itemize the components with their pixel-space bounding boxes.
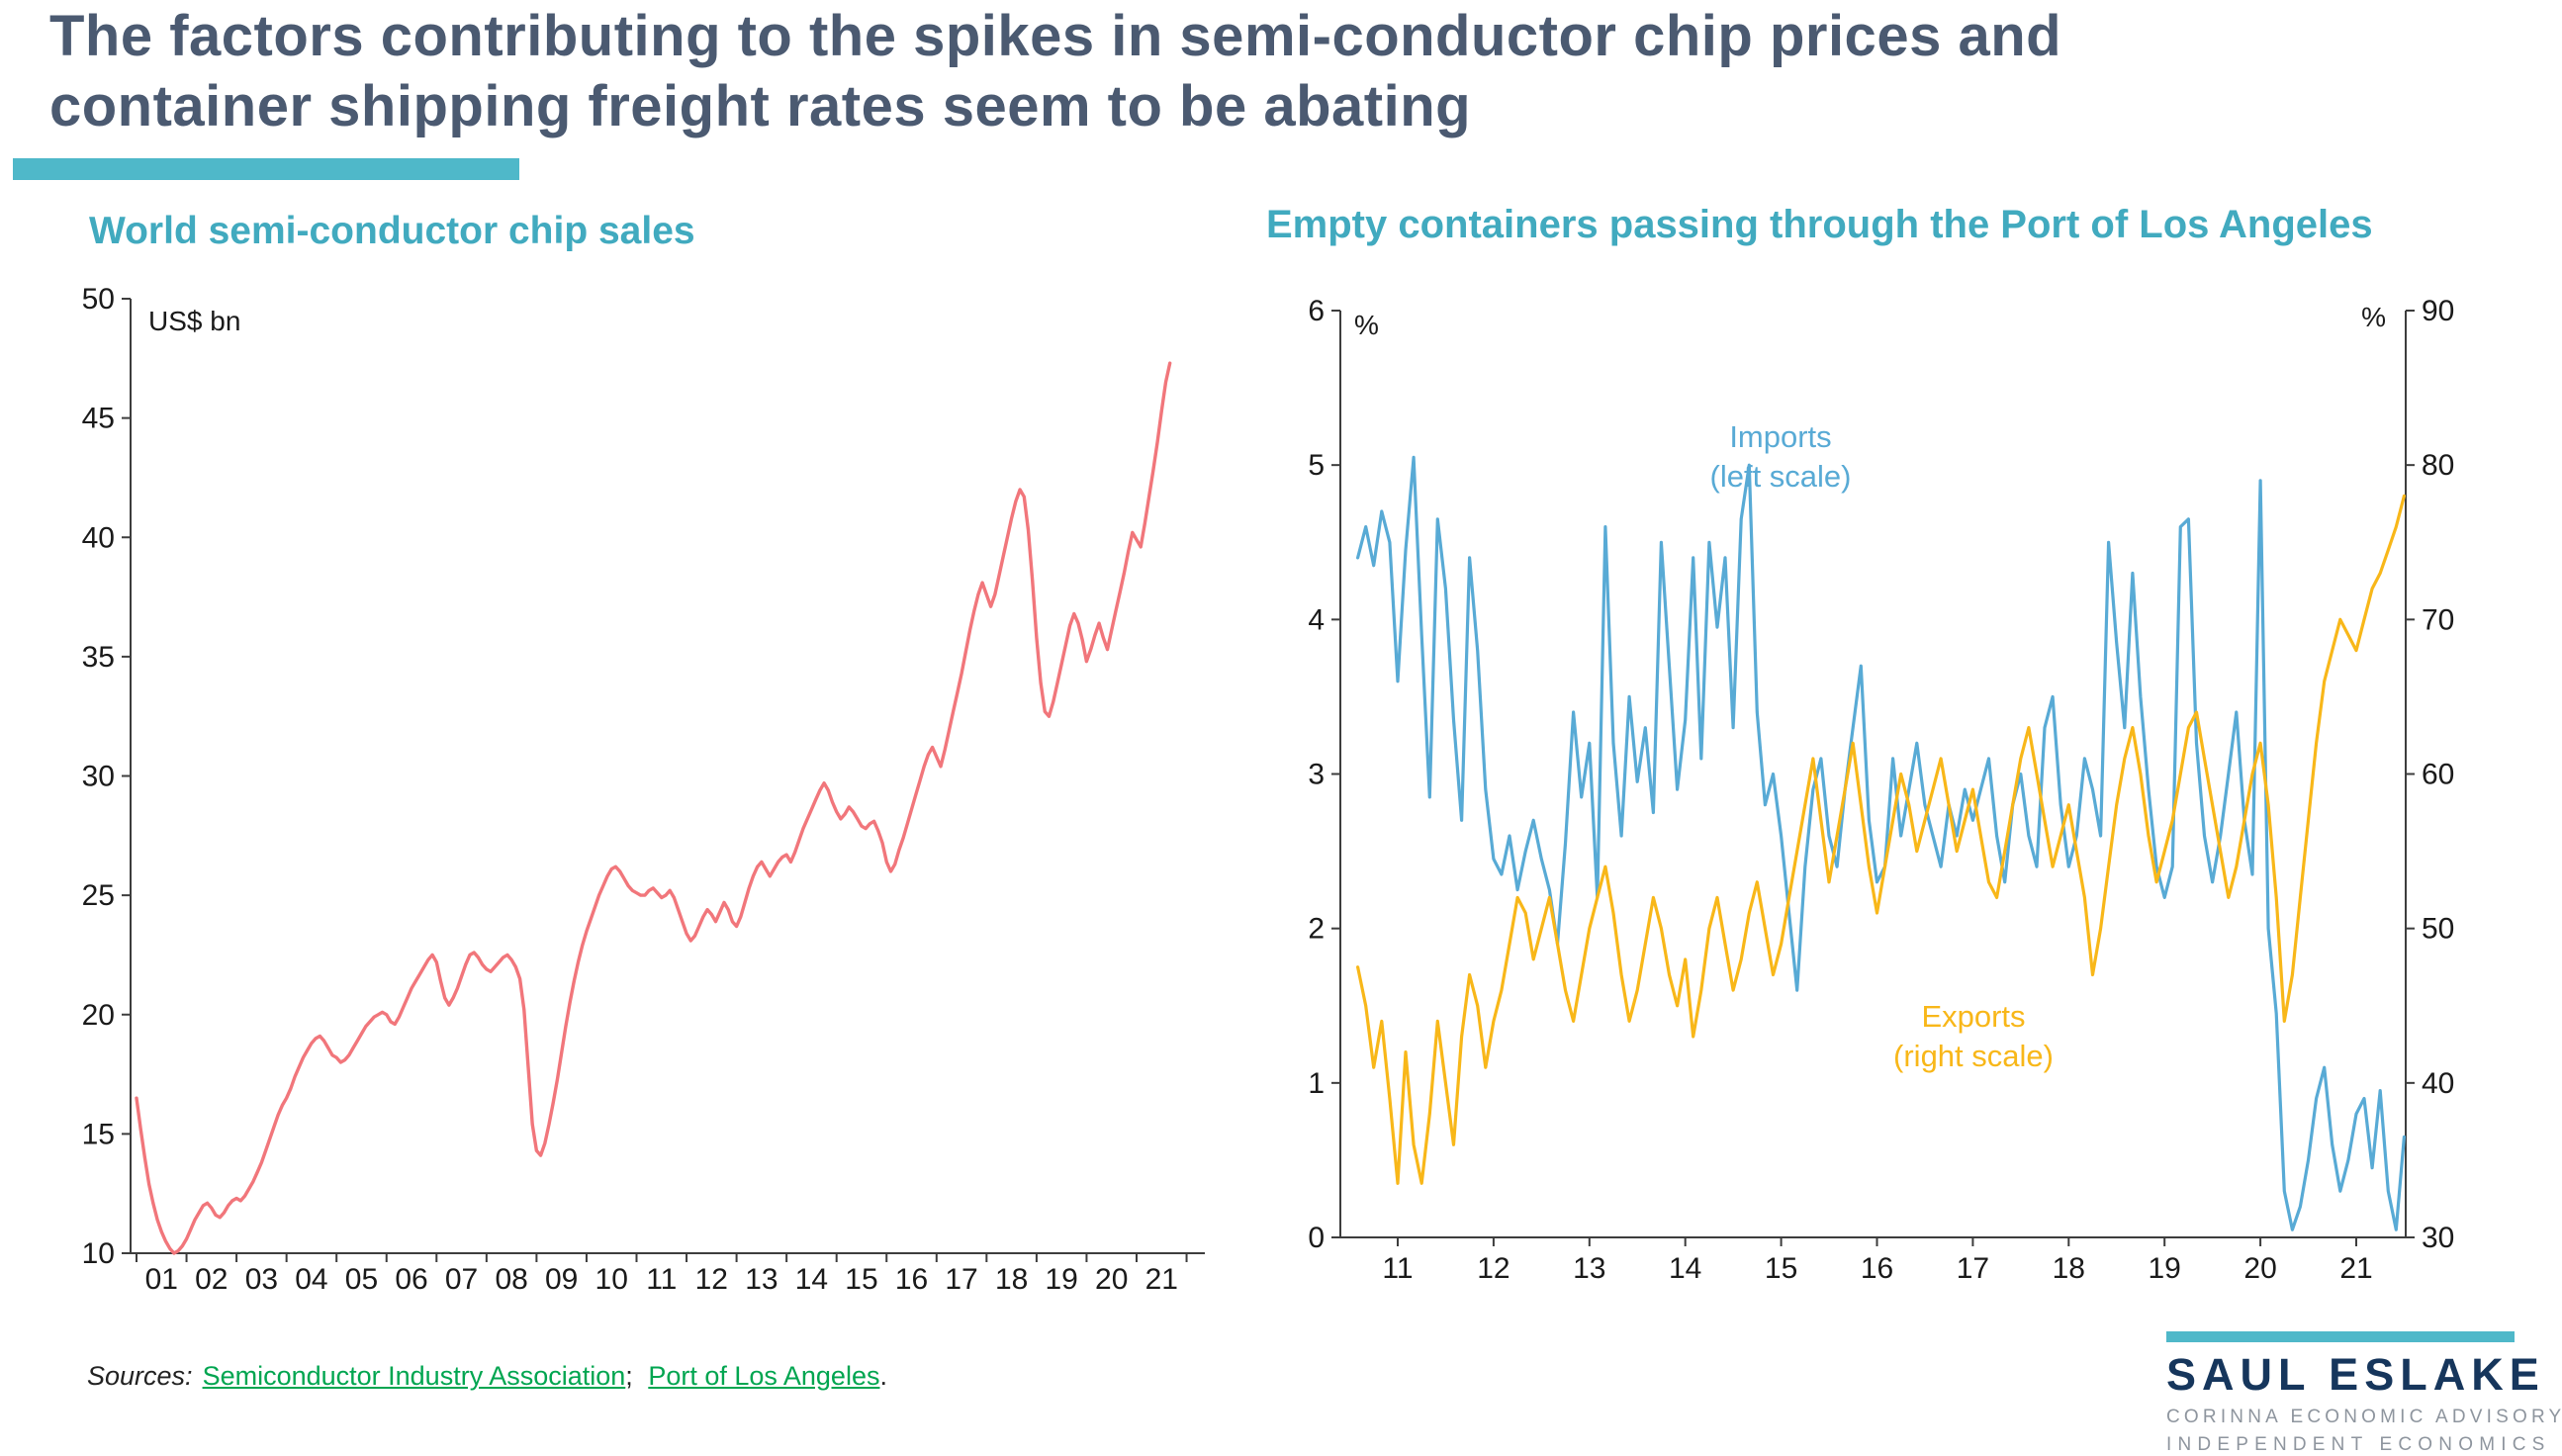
chip-sales-line (135, 361, 1172, 1255)
svg-text:04: 04 (295, 1263, 327, 1296)
sources-separator: ; (625, 1361, 633, 1391)
imports-line (1355, 455, 2406, 1231)
svg-text:2: 2 (1308, 913, 1325, 946)
svg-text:30: 30 (2422, 1222, 2454, 1254)
svg-text:13: 13 (745, 1263, 778, 1296)
svg-text:15: 15 (1765, 1252, 1797, 1285)
logo-name: SAUL ESLAKE (2166, 1349, 2545, 1400)
svg-text:40: 40 (2422, 1067, 2454, 1100)
svg-text:US$ bn: US$ bn (148, 306, 240, 336)
svg-text:5: 5 (1308, 449, 1325, 482)
svg-text:18: 18 (995, 1263, 1028, 1296)
left-chart-title: World semi-conductor chip sales (89, 210, 695, 252)
svg-text:01: 01 (145, 1263, 178, 1296)
page-title-line1: The factors contributing to the spikes i… (49, 4, 2062, 68)
exports-line (1355, 494, 2406, 1185)
svg-text:70: 70 (2422, 603, 2454, 636)
svg-text:19: 19 (1045, 1263, 1077, 1296)
svg-text:09: 09 (545, 1263, 578, 1296)
svg-text:20: 20 (1095, 1263, 1128, 1296)
sources-label: Sources: (87, 1361, 193, 1391)
svg-text:6: 6 (1308, 295, 1325, 327)
sources-line: Sources: Semiconductor Industry Associati… (87, 1361, 887, 1392)
right-chart-title: Empty containers passing through the Por… (1266, 203, 2373, 246)
logo-accent-bar (2166, 1331, 2515, 1342)
svg-text:%: % (2361, 302, 2386, 332)
svg-text:10: 10 (595, 1263, 628, 1296)
exports-annotation: Exports (right scale) (1893, 999, 2054, 1073)
svg-text:Exports: Exports (1921, 999, 2025, 1034)
title-accent-bar (13, 158, 519, 180)
svg-text:19: 19 (2149, 1252, 2181, 1285)
svg-text:11: 11 (646, 1263, 677, 1296)
svg-text:11: 11 (1382, 1252, 1413, 1285)
svg-text:02: 02 (195, 1263, 228, 1296)
svg-text:14: 14 (1669, 1252, 1701, 1285)
svg-text:25: 25 (82, 879, 115, 912)
svg-text:35: 35 (82, 641, 115, 674)
svg-text:30: 30 (82, 761, 115, 793)
svg-text:21: 21 (1145, 1263, 1178, 1296)
svg-text:14: 14 (795, 1263, 828, 1296)
svg-text:15: 15 (82, 1118, 115, 1150)
imports-annotation: Imports (left scale) (1710, 419, 1852, 494)
svg-text:21: 21 (2339, 1252, 2372, 1285)
svg-text:3: 3 (1308, 759, 1325, 791)
svg-text:05: 05 (345, 1263, 378, 1296)
source-link-port-of-los-angeles[interactable]: Port of Los Angeles (648, 1361, 880, 1391)
svg-text:60: 60 (2422, 759, 2454, 791)
svg-text:16: 16 (1861, 1252, 1893, 1285)
svg-text:90: 90 (2422, 295, 2454, 327)
svg-text:15: 15 (845, 1263, 877, 1296)
page-title: The factors contributing to the spikes i… (49, 2, 2061, 142)
svg-text:20: 20 (2243, 1252, 2276, 1285)
svg-text:17: 17 (945, 1263, 977, 1296)
svg-text:03: 03 (245, 1263, 278, 1296)
svg-text:50: 50 (2422, 913, 2454, 946)
svg-text:4: 4 (1308, 603, 1325, 636)
svg-text:40: 40 (82, 521, 115, 554)
source-link-semiconductor-industry-association[interactable]: Semiconductor Industry Association (202, 1361, 626, 1391)
svg-text:1: 1 (1308, 1067, 1325, 1100)
svg-text:13: 13 (1573, 1252, 1605, 1285)
svg-text:12: 12 (1477, 1252, 1510, 1285)
sources-period: . (879, 1361, 887, 1391)
chip-sales-chart: 10 15 20 25 30 35 40 45 50 01 02 03 04 05 06 07 08 09 10 11… (82, 283, 1205, 1296)
page-title-line2: container shipping freight rates seem to… (49, 73, 1472, 138)
svg-text:0: 0 (1308, 1222, 1325, 1254)
svg-text:Imports: Imports (1729, 419, 1831, 454)
logo-block: SAUL ESLAKE CORINNA ECONOMIC ADVISORY IN… (2166, 1331, 2562, 1456)
svg-text:45: 45 (82, 403, 115, 435)
svg-text:07: 07 (445, 1263, 478, 1296)
svg-text:16: 16 (895, 1263, 928, 1296)
svg-text:(left scale): (left scale) (1710, 459, 1852, 494)
svg-text:12: 12 (695, 1263, 728, 1296)
svg-text:20: 20 (82, 999, 115, 1032)
svg-text:10: 10 (82, 1237, 115, 1270)
svg-text:80: 80 (2422, 449, 2454, 482)
svg-text:%: % (1354, 310, 1379, 340)
logo-subtitle-independent: INDEPENDENT ECONOMICS (2166, 1434, 2551, 1455)
svg-text:08: 08 (495, 1263, 527, 1296)
svg-text:06: 06 (395, 1263, 427, 1296)
logo-subtitle-corinna: CORINNA ECONOMIC ADVISORY (2166, 1407, 2562, 1427)
svg-text:50: 50 (82, 283, 115, 316)
svg-text:17: 17 (1957, 1252, 1989, 1285)
svg-text:(right scale): (right scale) (1893, 1039, 2054, 1073)
svg-text:18: 18 (2053, 1252, 2085, 1285)
